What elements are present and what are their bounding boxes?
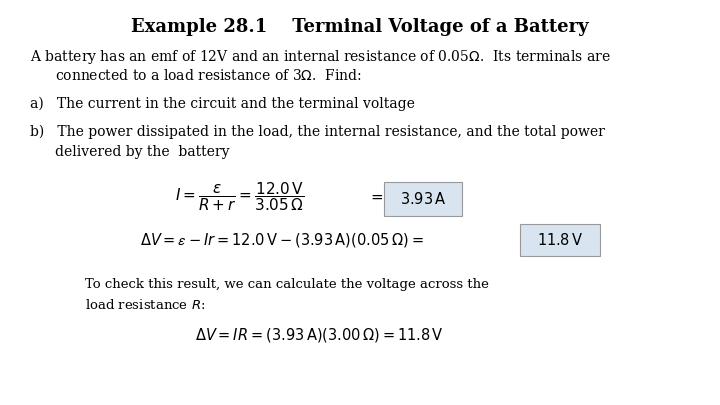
Text: $=$: $=$ — [368, 190, 384, 204]
Text: To check this result, we can calculate the voltage across the: To check this result, we can calculate t… — [85, 278, 489, 291]
Text: Example 28.1    Terminal Voltage of a Battery: Example 28.1 Terminal Voltage of a Batte… — [131, 18, 589, 36]
Text: $\Delta V = IR = (3.93\,\mathrm{A})(3.00\,\Omega) = 11.8\,\mathrm{V}$: $\Delta V = IR = (3.93\,\mathrm{A})(3.00… — [195, 326, 444, 344]
Text: a)   The current in the circuit and the terminal voltage: a) The current in the circuit and the te… — [30, 97, 415, 111]
Text: $3.93\,\mathrm{A}$: $3.93\,\mathrm{A}$ — [400, 191, 446, 207]
Text: A battery has an emf of 12V and an internal resistance of 0.05$\Omega$.  Its ter: A battery has an emf of 12V and an inter… — [30, 48, 611, 66]
Text: $11.8\,\mathrm{V}$: $11.8\,\mathrm{V}$ — [537, 232, 583, 248]
Text: b)   The power dissipated in the load, the internal resistance, and the total po: b) The power dissipated in the load, the… — [30, 125, 605, 139]
Text: $\Delta V = \mathcal{\varepsilon} - Ir = 12.0\,\mathrm{V} - (3.93\,\mathrm{A})(0: $\Delta V = \mathcal{\varepsilon} - Ir =… — [140, 231, 423, 249]
Text: connected to a load resistance of 3$\Omega$.  Find:: connected to a load resistance of 3$\Ome… — [55, 68, 362, 83]
Text: delivered by the  battery: delivered by the battery — [55, 145, 230, 159]
Text: load resistance $R$:: load resistance $R$: — [85, 298, 205, 312]
Text: $I = \dfrac{\varepsilon}{R + r} = \dfrac{12.0\,\mathrm{V}}{3.05\,\Omega}$: $I = \dfrac{\varepsilon}{R + r} = \dfrac… — [175, 181, 305, 213]
